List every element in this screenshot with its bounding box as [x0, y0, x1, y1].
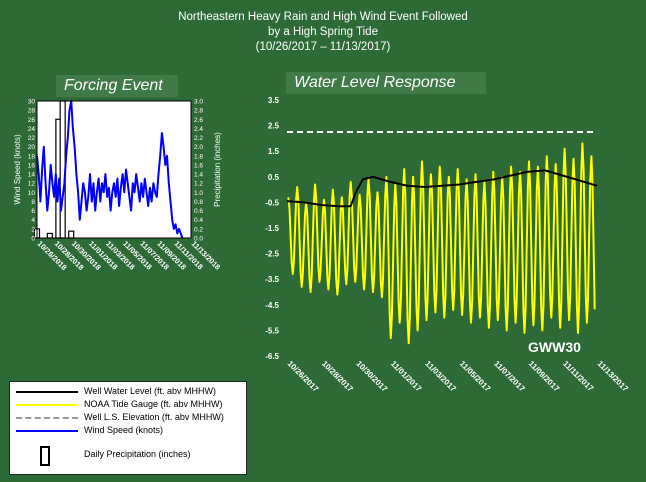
- forcing-plot-border: [36, 100, 192, 239]
- water-x-tick-label: 11/13/2017: [596, 359, 631, 394]
- legend-item-well: Well Water Level (ft. abv MHHW): [16, 386, 242, 398]
- legend-item-elevation: Well L.S. Elevation (ft. abv MHHW): [16, 412, 242, 424]
- well-id-annotation: GWW30: [528, 339, 581, 355]
- water-y-tick-label: 0.5: [268, 173, 280, 182]
- legend-swatch-well: [16, 391, 78, 393]
- water-x-tick-label: 11/11/2017: [561, 359, 595, 393]
- water-x-tick-label: 10/30/2017: [354, 359, 389, 394]
- precip-y-tick-label: 2.6: [194, 117, 203, 124]
- forcing-event-title: Forcing Event: [56, 75, 178, 97]
- legend-label-elevation: Well L.S. Elevation (ft. abv MHHW): [84, 412, 224, 422]
- water-level-chart: 3.5 2.5 1.5 0.5 -0.5 -1.5 -2.5 -3.5 -4.5 -5.5 -6.5…: [265, 96, 630, 394]
- wind-y-tick-label: 30: [28, 99, 36, 106]
- tide-gauge-line: [287, 142, 596, 345]
- legend-item-tide: NOAA Tide Gauge (ft. abv MHHW): [16, 399, 242, 411]
- water-level-title: Water Level Response: [286, 72, 486, 94]
- title-line-3: (10/26/2017 – 11/13/2017): [255, 41, 391, 53]
- water-x-tick-label: 11/01/2017: [389, 359, 424, 394]
- precip-y-tick-label: 2.4: [194, 126, 203, 133]
- precip-y-tick-label: 1.8: [194, 153, 203, 160]
- legend-item-precip: Daily Precipitation (inches): [16, 446, 242, 466]
- wind-y-tick-label: 12: [28, 181, 36, 188]
- precip-y-tick-label: 0.6: [194, 208, 203, 215]
- water-x-tick-label: 11/05/2017: [458, 359, 493, 394]
- water-y-tick-label: 1.5: [268, 147, 280, 156]
- legend-label-well: Well Water Level (ft. abv MHHW): [84, 386, 217, 396]
- legend-swatch-elevation: [16, 417, 78, 419]
- precip-y-tick-label: 3.0: [194, 99, 203, 106]
- precip-y-tick-label: 1.4: [194, 172, 203, 179]
- chart-title: Northeastern Heavy Rain and High Wind Ev…: [0, 10, 646, 55]
- precip-y-tick-label: 0.4: [194, 217, 203, 224]
- water-y-tick-label: -4.5: [265, 301, 279, 310]
- water-y-tick-label: 3.5: [268, 96, 280, 105]
- precip-axis-title: Precipitation (inches): [213, 132, 222, 207]
- water-x-tick-label: 10/28/2017: [320, 359, 355, 394]
- legend: Well Water Level (ft. abv MHHW) NOAA Tid…: [9, 381, 247, 475]
- water-x-tick-label: 11/03/2017: [423, 359, 458, 394]
- precip-y-tick-label: 1.0: [194, 190, 203, 197]
- wind-y-tick-label: 2: [31, 226, 35, 233]
- precip-y-tick-label: 1.2: [194, 181, 203, 188]
- wind-y-tick-label: 22: [28, 135, 36, 142]
- precip-y-tick-label: 1.6: [194, 162, 203, 169]
- wind-axis-title: Wind Speed (knots): [13, 134, 22, 205]
- water-y-tick-label: -0.5: [265, 198, 279, 207]
- wind-y-tick-label: 4: [31, 217, 35, 224]
- well-water-level-line: [286, 169, 598, 208]
- forcing-event-chart: 0246810121416182022242628300.00.20.40.60…: [13, 99, 222, 272]
- precip-y-tick-label: 2.8: [194, 108, 203, 115]
- precip-y-tick-label: 0.0: [194, 236, 203, 243]
- water-y-tick-label: -3.5: [265, 275, 279, 284]
- legend-label-wind: Wind Speed (knots): [84, 425, 164, 435]
- precip-bar: [46, 232, 53, 239]
- legend-swatch-tide: [16, 404, 78, 406]
- water-y-tick-label: -2.5: [265, 250, 279, 259]
- wind-speed-line: [36, 100, 184, 239]
- water-y-tick-label: 2.5: [268, 122, 280, 131]
- wind-y-tick-label: 0: [31, 236, 35, 243]
- wind-y-tick-label: 18: [28, 153, 36, 160]
- wind-y-tick-label: 20: [28, 144, 36, 151]
- legend-label-precip: Daily Precipitation (inches): [84, 449, 191, 459]
- precip-y-tick-label: 2.2: [194, 135, 203, 142]
- precip-y-tick-label: 0.2: [194, 226, 203, 233]
- precip-y-tick-label: 2.0: [194, 144, 203, 151]
- precip-bar: [68, 230, 75, 239]
- precip-y-tick-label: 0.8: [194, 199, 203, 206]
- water-y-tick-label: -6.5: [265, 352, 279, 361]
- legend-label-tide: NOAA Tide Gauge (ft. abv MHHW): [84, 399, 223, 409]
- wind-y-tick-label: 6: [31, 208, 35, 215]
- title-line-2: by a High Spring Tide: [268, 26, 378, 38]
- wind-y-tick-label: 10: [28, 190, 36, 197]
- legend-swatch-precip: [40, 446, 50, 466]
- wind-y-tick-label: 26: [28, 117, 36, 124]
- water-x-tick-label: 11/07/2017: [492, 359, 527, 394]
- wind-y-tick-label: 16: [28, 162, 36, 169]
- water-y-tick-label: -5.5: [265, 326, 279, 335]
- title-line-1: Northeastern Heavy Rain and High Wind Ev…: [178, 11, 468, 23]
- water-x-tick-label: 11/09/2017: [527, 359, 562, 394]
- wind-y-tick-label: 8: [31, 199, 35, 206]
- legend-item-wind: Wind Speed (knots): [16, 425, 242, 437]
- legend-swatch-wind: [16, 430, 78, 432]
- water-y-tick-label: -1.5: [265, 224, 279, 233]
- water-x-tick-label: 10/26/2017: [286, 359, 321, 394]
- wind-y-tick-label: 24: [28, 126, 36, 133]
- wind-y-tick-label: 14: [28, 172, 36, 179]
- wind-y-tick-label: 28: [28, 108, 36, 115]
